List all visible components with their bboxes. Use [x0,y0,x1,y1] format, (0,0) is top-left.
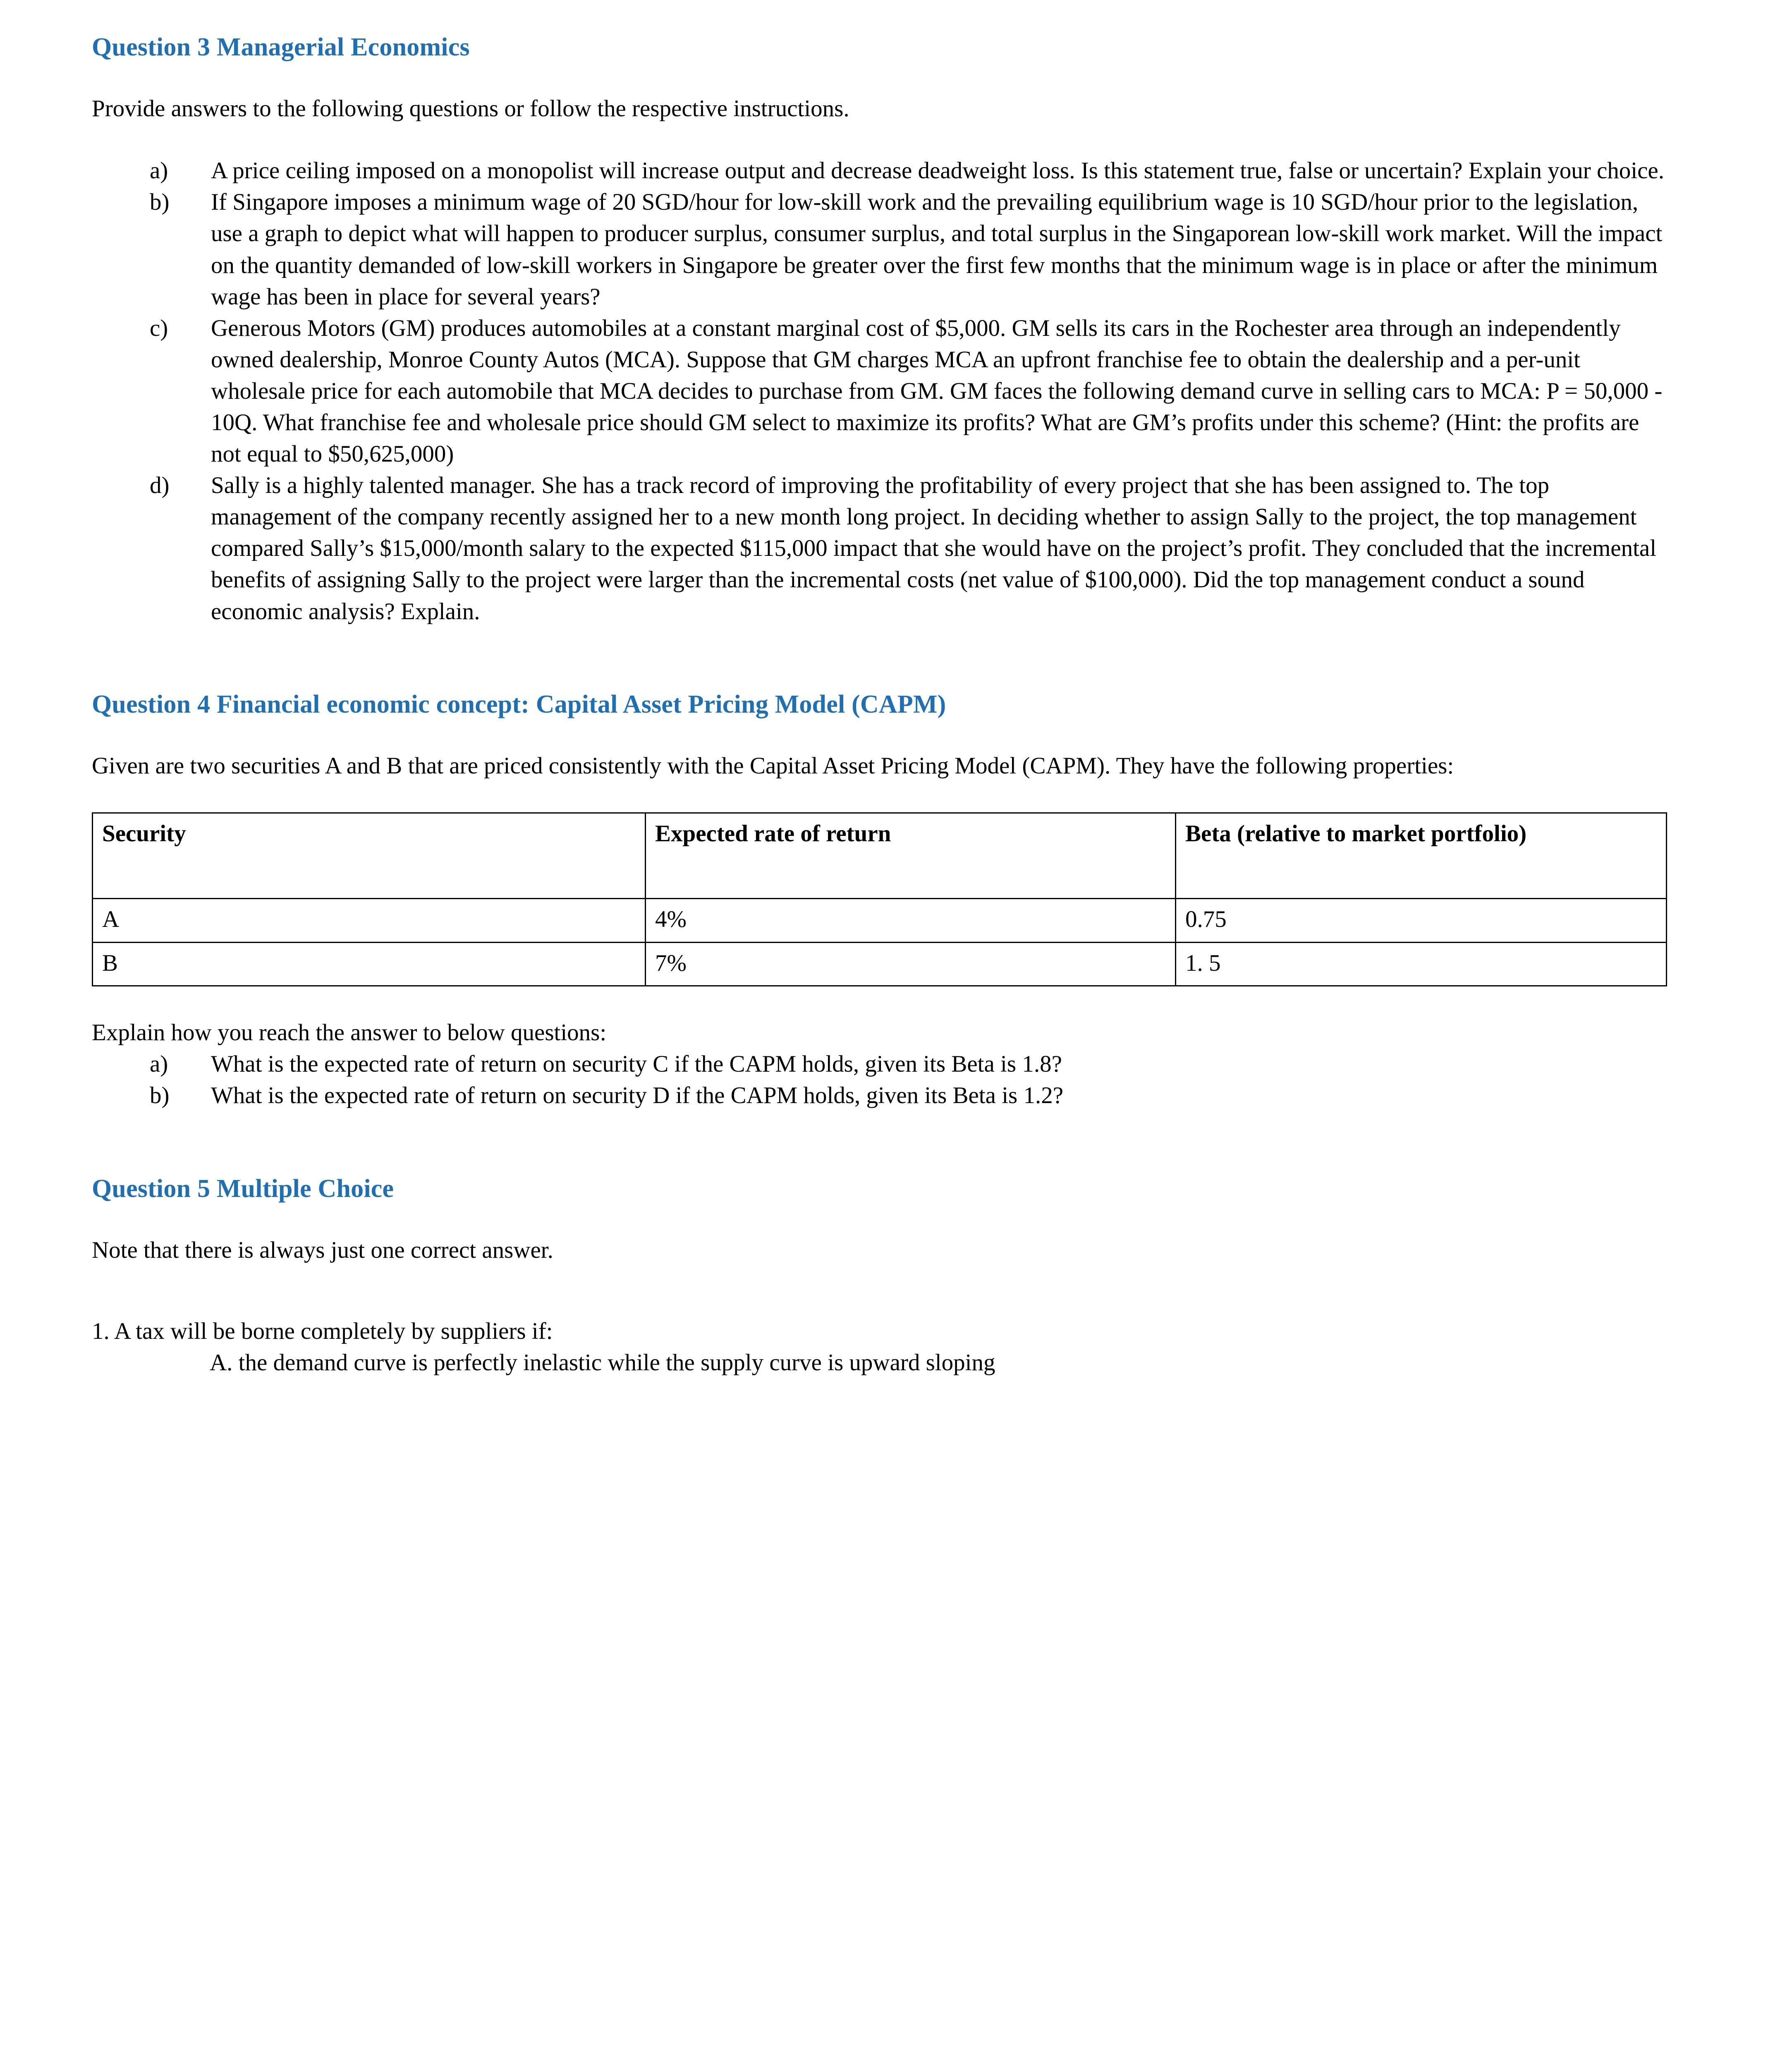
column-header-security: Security [92,812,646,899]
mcq-question-1: 1. A tax will be borne completely by sup… [92,1318,553,1344]
spacer [92,1112,1668,1174]
list-item-text: Sally is a highly talented manager. She … [211,472,1657,625]
list-item: b) What is the expected rate of return o… [150,1080,1668,1111]
spacer [92,627,1668,689]
list-marker: a) [150,158,168,184]
list-item-text: What is the expected rate of return on s… [211,1051,1062,1077]
list-item-text: A price ceiling imposed on a monopolist … [211,158,1664,184]
spacer [92,62,1668,93]
question5-heading: Question 5 Multiple Choice [92,1174,394,1203]
list-marker: d) [150,472,170,499]
cell-beta: 1. 5 [1175,941,1667,987]
table-row: A 4% 0.75 [92,898,1667,943]
spacer [92,1266,1668,1316]
list-marker: a) [150,1051,168,1077]
cell-expected-return: 7% [645,941,1176,987]
list-item: a) What is the expected rate of return o… [150,1048,1668,1080]
table-body: A 4% 0.75 B 7% 1. 5 [92,898,1667,987]
question3-heading: Question 3 Managerial Economics [92,33,470,61]
list-item: a) A price ceiling imposed on a monopoli… [150,155,1668,187]
list-marker: b) [150,1082,170,1109]
list-item-text: Generous Motors (GM) produces automobile… [211,315,1663,467]
cell-security: B [92,941,646,987]
cell-beta: 0.75 [1175,898,1667,943]
table-header-row: Security Expected rate of return Beta (r… [92,812,1667,899]
spacer [92,782,1668,812]
question3-item-list: a) A price ceiling imposed on a monopoli… [92,155,1668,627]
cell-expected-return: 4% [645,898,1176,943]
list-item-text: If Singapore imposes a minimum wage of 2… [211,189,1663,310]
list-marker: b) [150,189,170,215]
spacer [92,1204,1668,1235]
spacer [92,720,1668,750]
question3-intro: Provide answers to the following questio… [92,96,849,122]
question5-note: Note that there is always just one corre… [92,1237,553,1263]
question4-item-list: a) What is the expected rate of return o… [92,1048,1668,1111]
list-marker: c) [150,315,168,341]
list-item: d) Sally is a highly talented manager. S… [150,470,1668,627]
spacer [92,986,1668,1017]
table-row: B 7% 1. 5 [92,941,1667,987]
mcq-option-a: A. the demand curve is perfectly inelast… [210,1349,995,1376]
list-item-text: What is the expected rate of return on s… [211,1082,1064,1109]
capm-properties-table: Security Expected rate of return Beta (r… [92,812,1667,987]
question4-explain-line: Explain how you reach the answer to belo… [92,1020,607,1046]
question4-heading: Question 4 Financial economic concept: C… [92,690,946,718]
question4-intro: Given are two securities A and B that ar… [92,752,1454,779]
table-header: Security Expected rate of return Beta (r… [92,812,1667,899]
cell-security: A [92,898,646,943]
list-item: c) Generous Motors (GM) produces automob… [150,313,1668,470]
column-header-expected-return: Expected rate of return [645,812,1176,899]
list-item: b) If Singapore imposes a minimum wage o… [150,187,1668,312]
spacer [92,124,1668,155]
column-header-beta: Beta (relative to market portfolio) [1175,812,1667,899]
